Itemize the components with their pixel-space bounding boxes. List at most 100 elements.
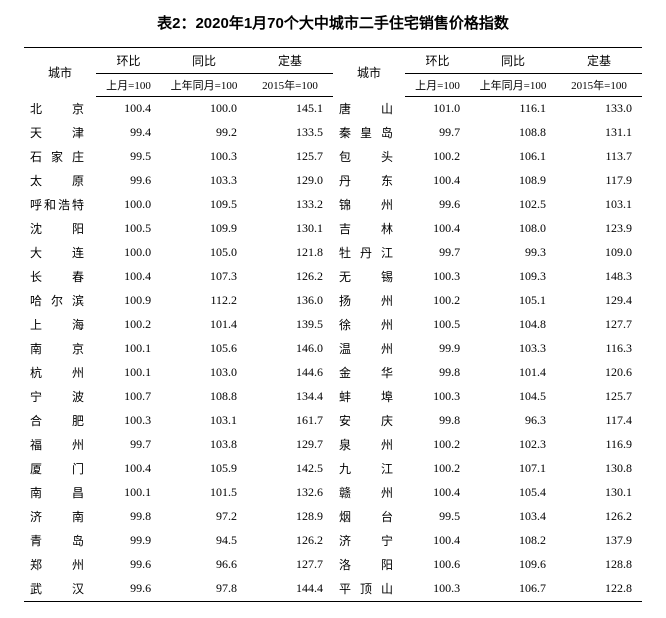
right-half: 城市 环比 同比 定基 上月=100 上年同月=100 2015年=100 唐山… xyxy=(333,48,642,601)
city-cell: 徐州 xyxy=(333,313,405,337)
city-cell: 牡丹江 xyxy=(333,241,405,265)
table-row: 福州99.7103.8129.7 xyxy=(24,433,333,457)
table-row: 蚌埠100.3104.5125.7 xyxy=(333,385,642,409)
base-cell: 123.9 xyxy=(556,217,642,241)
table-row: 济南99.897.2128.9 xyxy=(24,505,333,529)
mom-cell: 100.4 xyxy=(96,457,161,481)
yoy-cell: 109.3 xyxy=(470,265,556,289)
table-row: 南京100.1105.6146.0 xyxy=(24,337,333,361)
table-row: 北京100.4100.0145.1 xyxy=(24,97,333,121)
yoy-cell: 103.4 xyxy=(470,505,556,529)
yoy-cell: 105.0 xyxy=(161,241,247,265)
table-row: 温州99.9103.3116.3 xyxy=(333,337,642,361)
city-cell: 金华 xyxy=(333,361,405,385)
base-cell: 137.9 xyxy=(556,529,642,553)
table-row: 唐山101.0116.1133.0 xyxy=(333,97,642,121)
mom-cell: 99.6 xyxy=(405,193,470,217)
table-row: 平顶山100.3106.7122.8 xyxy=(333,577,642,601)
mom-cell: 100.0 xyxy=(96,193,161,217)
mom-cell: 99.6 xyxy=(96,169,161,193)
city-cell: 呼和浩特 xyxy=(24,193,96,217)
mom-cell: 100.4 xyxy=(96,97,161,121)
base-cell: 126.2 xyxy=(247,265,333,289)
header-yoy-sub: 上年同月=100 xyxy=(161,74,247,97)
city-cell: 合肥 xyxy=(24,409,96,433)
table-row: 武汉99.697.8144.4 xyxy=(24,577,333,601)
yoy-cell: 106.1 xyxy=(470,145,556,169)
mom-cell: 99.7 xyxy=(405,121,470,145)
table-title: 表2：2020年1月70个大中城市二手住宅销售价格指数 xyxy=(24,12,642,33)
base-cell: 109.0 xyxy=(556,241,642,265)
table-row: 哈尔滨100.9112.2136.0 xyxy=(24,289,333,313)
mom-cell: 100.2 xyxy=(96,313,161,337)
city-cell: 石家庄 xyxy=(24,145,96,169)
yoy-cell: 107.3 xyxy=(161,265,247,289)
base-cell: 146.0 xyxy=(247,337,333,361)
base-cell: 130.1 xyxy=(247,217,333,241)
city-cell: 北京 xyxy=(24,97,96,121)
yoy-cell: 105.4 xyxy=(470,481,556,505)
header-mom-sub: 上月=100 xyxy=(96,74,161,97)
mom-cell: 99.8 xyxy=(96,505,161,529)
table-row: 沈阳100.5109.9130.1 xyxy=(24,217,333,241)
base-cell: 113.7 xyxy=(556,145,642,169)
yoy-cell: 116.1 xyxy=(470,97,556,121)
base-cell: 132.6 xyxy=(247,481,333,505)
city-cell: 济宁 xyxy=(333,529,405,553)
base-cell: 130.1 xyxy=(556,481,642,505)
mom-cell: 100.6 xyxy=(405,553,470,577)
base-cell: 129.7 xyxy=(247,433,333,457)
table-row: 太原99.6103.3129.0 xyxy=(24,169,333,193)
table-row: 合肥100.3103.1161.7 xyxy=(24,409,333,433)
mom-cell: 100.2 xyxy=(405,433,470,457)
city-cell: 南昌 xyxy=(24,481,96,505)
yoy-cell: 104.5 xyxy=(470,385,556,409)
yoy-cell: 101.4 xyxy=(161,313,247,337)
yoy-cell: 108.9 xyxy=(470,169,556,193)
yoy-cell: 96.3 xyxy=(470,409,556,433)
city-cell: 沈阳 xyxy=(24,217,96,241)
mom-cell: 100.4 xyxy=(405,481,470,505)
yoy-cell: 102.3 xyxy=(470,433,556,457)
yoy-cell: 107.1 xyxy=(470,457,556,481)
city-cell: 无锡 xyxy=(333,265,405,289)
mom-cell: 100.7 xyxy=(96,385,161,409)
yoy-cell: 105.9 xyxy=(161,457,247,481)
base-cell: 121.8 xyxy=(247,241,333,265)
base-cell: 128.9 xyxy=(247,505,333,529)
city-cell: 丹东 xyxy=(333,169,405,193)
city-cell: 泉州 xyxy=(333,433,405,457)
yoy-cell: 101.5 xyxy=(161,481,247,505)
yoy-cell: 103.3 xyxy=(470,337,556,361)
base-cell: 145.1 xyxy=(247,97,333,121)
header-base: 定基 xyxy=(556,48,642,74)
table-row: 厦门100.4105.9142.5 xyxy=(24,457,333,481)
base-cell: 116.3 xyxy=(556,337,642,361)
mom-cell: 100.9 xyxy=(96,289,161,313)
table-row: 牡丹江99.799.3109.0 xyxy=(333,241,642,265)
mom-cell: 99.5 xyxy=(96,145,161,169)
city-cell: 唐山 xyxy=(333,97,405,121)
header-city: 城市 xyxy=(24,48,96,97)
yoy-cell: 99.3 xyxy=(470,241,556,265)
city-cell: 安庆 xyxy=(333,409,405,433)
mom-cell: 100.4 xyxy=(405,217,470,241)
yoy-cell: 105.1 xyxy=(470,289,556,313)
table-row: 安庆99.896.3117.4 xyxy=(333,409,642,433)
table-row: 杭州100.1103.0144.6 xyxy=(24,361,333,385)
header-yoy-sub: 上年同月=100 xyxy=(470,74,556,97)
mom-cell: 100.5 xyxy=(405,313,470,337)
table-row: 秦皇岛99.7108.8131.1 xyxy=(333,121,642,145)
city-cell: 杭州 xyxy=(24,361,96,385)
mom-cell: 99.9 xyxy=(96,529,161,553)
mom-cell: 100.4 xyxy=(405,529,470,553)
base-cell: 127.7 xyxy=(556,313,642,337)
table-row: 宁波100.7108.8134.4 xyxy=(24,385,333,409)
header-mom-sub: 上月=100 xyxy=(405,74,470,97)
mom-cell: 99.8 xyxy=(405,361,470,385)
table-row: 长春100.4107.3126.2 xyxy=(24,265,333,289)
city-cell: 济南 xyxy=(24,505,96,529)
base-cell: 125.7 xyxy=(556,385,642,409)
city-cell: 宁波 xyxy=(24,385,96,409)
mom-cell: 99.7 xyxy=(405,241,470,265)
